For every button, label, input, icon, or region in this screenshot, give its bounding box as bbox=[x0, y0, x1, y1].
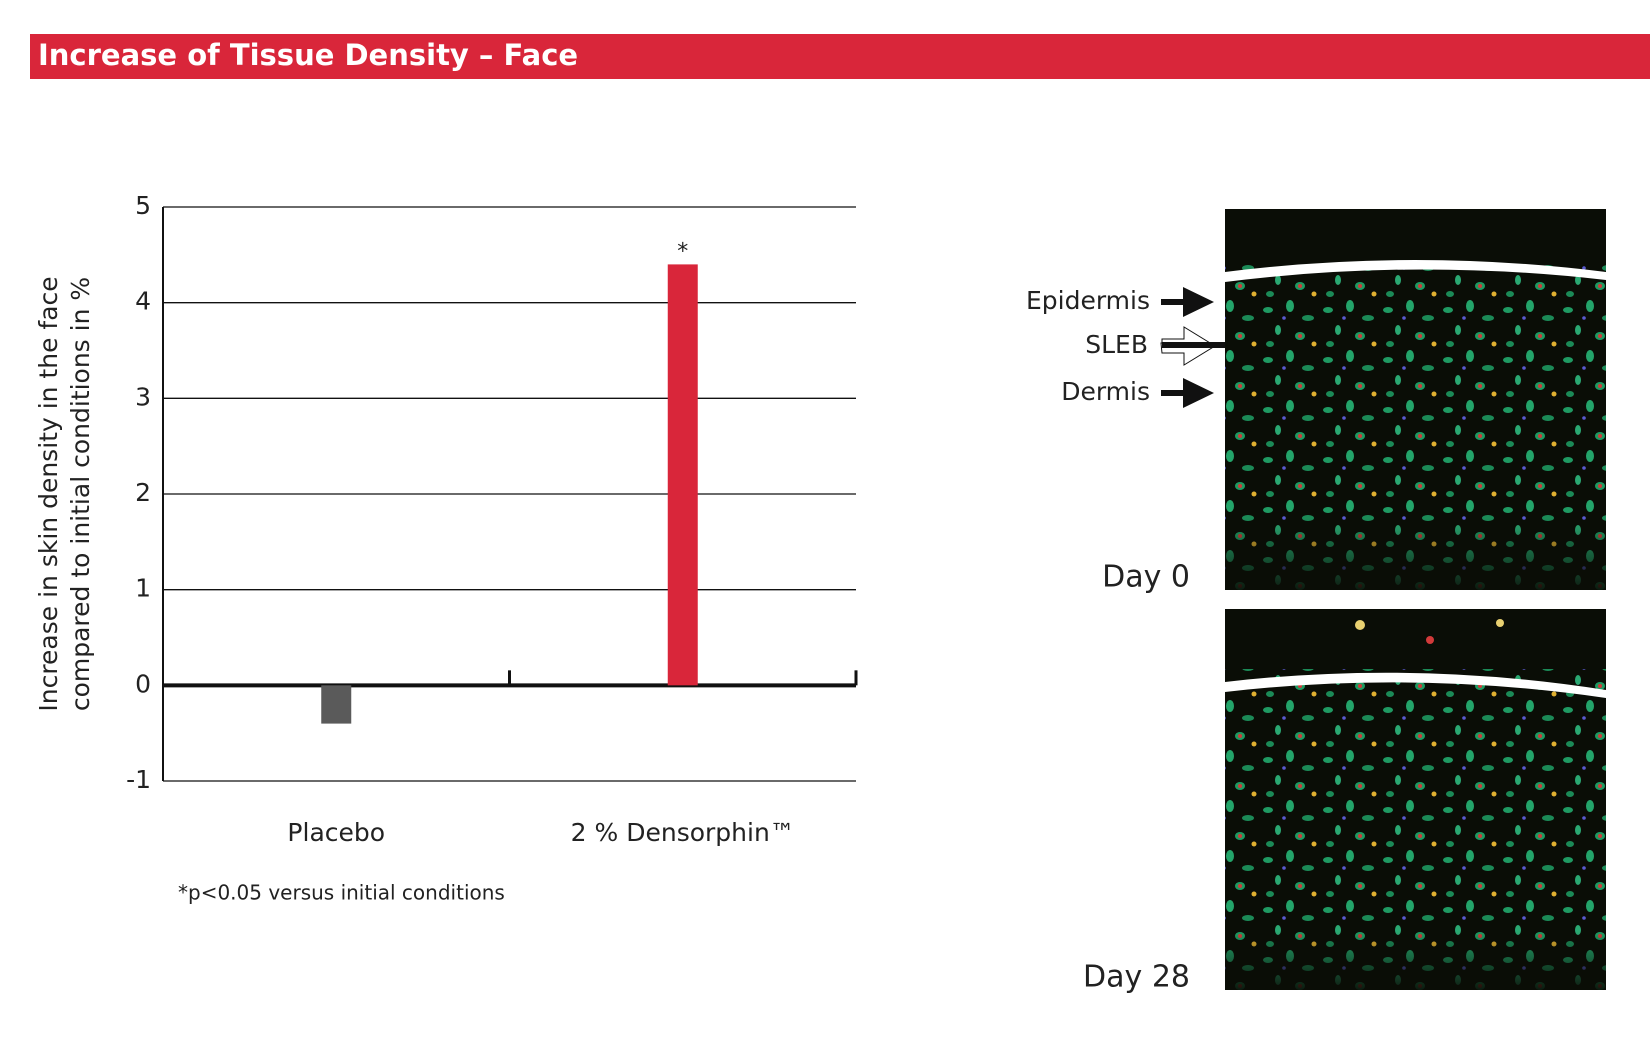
x-tick-label: Placebo bbox=[287, 818, 385, 847]
bar bbox=[667, 264, 698, 686]
y-tick-label: 5 bbox=[135, 191, 151, 220]
y-label-line: compared to initial conditions in % bbox=[66, 277, 95, 711]
y-tick-label: 0 bbox=[135, 669, 151, 698]
image-day0 bbox=[1225, 209, 1606, 590]
footnote: *p<0.05 versus initial conditions bbox=[178, 881, 505, 905]
layer-label: Dermis bbox=[1061, 377, 1150, 406]
chart-title: Increase of Tissue Density – Face bbox=[38, 38, 578, 72]
y-tick-label: 4 bbox=[135, 287, 151, 316]
bar bbox=[321, 685, 352, 724]
arrow bbox=[1161, 287, 1214, 317]
arrow bbox=[1161, 378, 1214, 408]
arrow bbox=[1162, 342, 1225, 348]
y-label-line: Increase in skin density in the face bbox=[34, 276, 63, 711]
y-tick-label: 3 bbox=[135, 382, 151, 411]
layer-label: Epidermis bbox=[1026, 286, 1150, 315]
image-day28 bbox=[1225, 609, 1606, 990]
x-tick-label: 2 % Densorphin™ bbox=[571, 818, 795, 847]
header-band bbox=[30, 34, 1650, 79]
y-tick-label: 2 bbox=[135, 478, 151, 507]
layer-label: SLEB bbox=[1085, 330, 1148, 359]
day-label: Day 0 bbox=[1102, 560, 1190, 595]
y-tick-label: -1 bbox=[126, 765, 151, 794]
y-tick-label: 1 bbox=[135, 574, 151, 603]
y-axis-label: Increase in skin density in the face com… bbox=[34, 276, 95, 711]
significance-mark: * bbox=[677, 239, 688, 264]
day-label: Day 28 bbox=[1083, 960, 1190, 995]
